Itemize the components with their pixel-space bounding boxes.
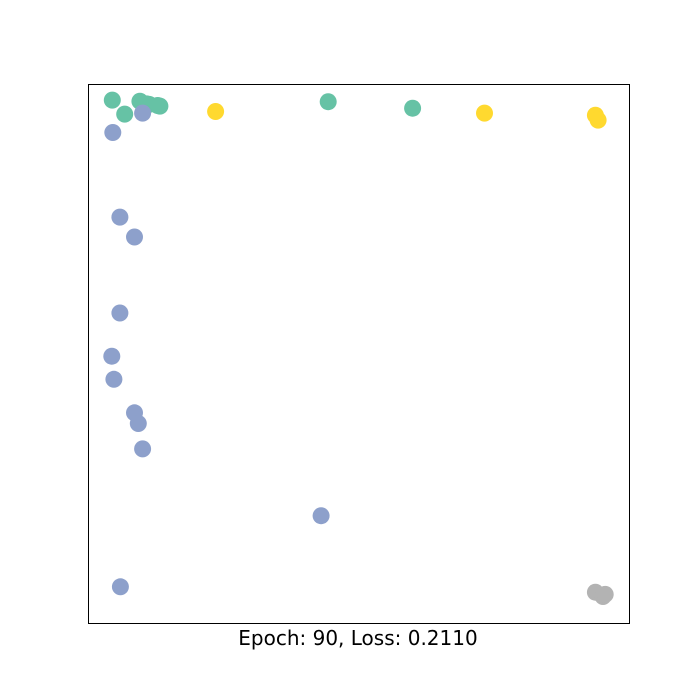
scatter-point xyxy=(129,415,147,432)
scatter-point xyxy=(116,105,134,123)
scatter-point xyxy=(589,111,607,129)
scatter-point xyxy=(151,97,169,115)
scatter-point xyxy=(104,124,122,141)
scatter-point xyxy=(134,104,152,122)
scatter-point xyxy=(111,578,129,596)
scatter-point xyxy=(126,228,143,246)
scatter-point xyxy=(105,370,123,388)
scatter-point xyxy=(312,507,330,525)
scatter-point xyxy=(134,440,152,458)
scatter-point xyxy=(476,104,493,122)
scatter-point xyxy=(319,93,337,111)
scatter-point xyxy=(207,103,225,120)
scatter-point xyxy=(111,208,129,226)
scatter-point xyxy=(103,347,121,365)
x-axis-label: Epoch: 90, Loss: 0.2110 xyxy=(238,626,477,650)
scatter-point xyxy=(103,91,121,109)
scatter-point xyxy=(111,304,129,322)
plot-frame xyxy=(88,84,630,624)
scatter-point xyxy=(404,99,422,117)
scatter-points xyxy=(103,91,614,605)
scatter-point xyxy=(596,585,614,603)
